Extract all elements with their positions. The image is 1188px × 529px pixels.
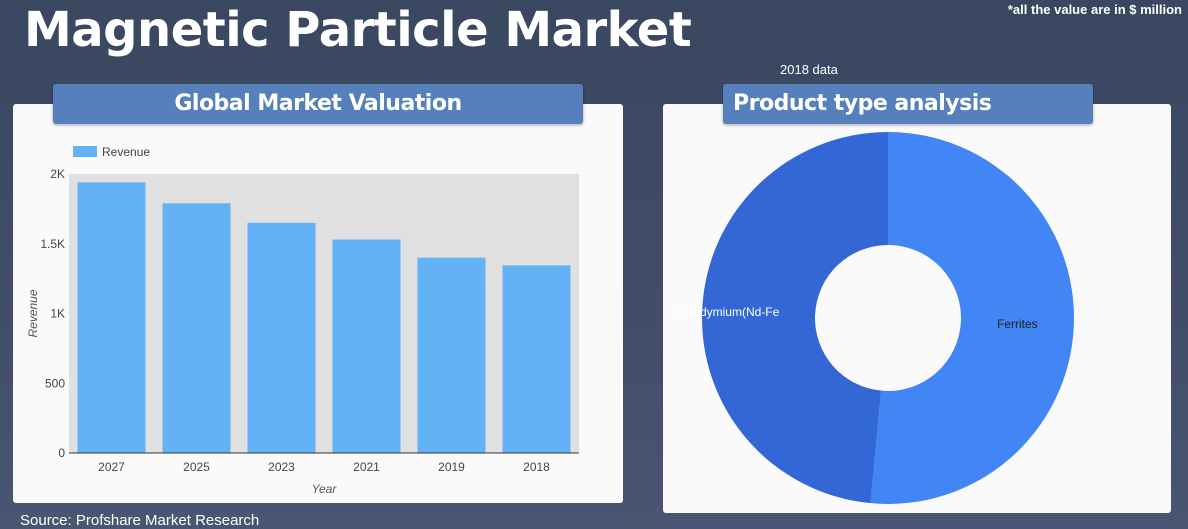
legend-swatch-revenue (73, 146, 97, 157)
product-type-panel: Ferrites Neodymium(Nd-Fe (663, 104, 1171, 513)
donut-slices: Ferrites Neodymium(Nd-Fe (678, 132, 1074, 504)
market-valuation-header: Global Market Valuation (53, 84, 583, 124)
bar-series-revenue (77, 182, 571, 453)
y-tick-label: 1.5K (40, 237, 65, 251)
bar-2019[interactable] (417, 257, 486, 453)
market-valuation-panel: Revenue 0 500 1K 1.5K 2K 2027 2025 2023 2021 201… (13, 104, 623, 503)
page-title: Magnetic Particle Market (24, 2, 692, 58)
donut-slice-ferrites[interactable] (870, 132, 1074, 504)
x-tick-label: 2018 (523, 460, 550, 474)
units-note: *all the value are in $ million (1007, 2, 1182, 17)
x-axis: 2027 2025 2023 2021 2019 2018 (98, 460, 550, 474)
bar-chart: Revenue 0 500 1K 1.5K 2K 2027 2025 2023 2021 201… (26, 145, 579, 496)
x-tick-label: 2027 (98, 460, 125, 474)
x-tick-label: 2025 (183, 460, 210, 474)
y-axis-title: Revenue (26, 289, 40, 337)
legend-label-revenue: Revenue (102, 145, 150, 159)
donut-slice-neodymium[interactable] (702, 132, 888, 504)
product-type-header: Product type analysis (723, 84, 1093, 124)
donut-subtitle: 2018 data (780, 62, 838, 77)
y-axis: 0 500 1K 1.5K 2K (40, 167, 65, 460)
chart-legend[interactable]: Revenue (73, 145, 150, 159)
y-tick-label: 2K (50, 167, 65, 181)
x-tick-label: 2019 (438, 460, 465, 474)
source-note: Source: Profshare Market Research (20, 512, 260, 529)
donut-label: Ferrites (997, 317, 1038, 331)
plot-area (69, 174, 579, 453)
donut-label: Neodymium(Nd-Fe (678, 305, 780, 319)
y-tick-label: 0 (58, 446, 65, 460)
bar-2021[interactable] (332, 239, 401, 453)
x-tick-label: 2023 (268, 460, 295, 474)
bar-2023[interactable] (247, 222, 316, 453)
y-tick-label: 1K (50, 307, 65, 321)
donut-chart: Ferrites Neodymium(Nd-Fe (678, 132, 1074, 504)
y-tick-label: 500 (45, 376, 65, 390)
bar-2018[interactable] (502, 265, 571, 453)
bar-2025[interactable] (162, 203, 231, 453)
x-axis-title: Year (312, 482, 338, 496)
bar-2027[interactable] (77, 182, 146, 453)
x-tick-label: 2021 (353, 460, 380, 474)
